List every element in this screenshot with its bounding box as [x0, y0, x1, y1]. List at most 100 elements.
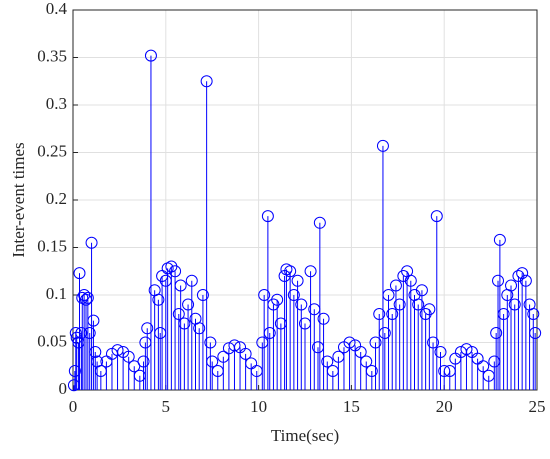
stem	[354, 346, 367, 390]
stem-marker	[423, 303, 436, 316]
stem	[321, 355, 334, 390]
stem	[430, 210, 443, 390]
stem	[343, 336, 356, 390]
stem	[206, 355, 219, 390]
stem-marker	[81, 291, 94, 304]
stem	[250, 365, 263, 390]
stem	[87, 314, 100, 390]
stem-marker	[287, 289, 300, 301]
stem	[185, 274, 198, 390]
stem	[211, 365, 224, 390]
stem-marker	[376, 139, 389, 152]
stem-marker	[365, 365, 378, 377]
stem	[144, 49, 157, 390]
y-tick-label: 0	[59, 379, 68, 398]
stem	[427, 336, 440, 390]
stem-marker	[89, 346, 102, 358]
y-axis-label: Inter-event times	[9, 142, 28, 257]
stem-marker	[204, 336, 217, 349]
stem	[128, 360, 141, 390]
stem-marker	[415, 284, 428, 297]
stem	[497, 308, 510, 390]
stem-marker	[200, 75, 213, 88]
stem-marker	[354, 346, 367, 358]
stem-marker	[206, 355, 219, 368]
stem	[508, 298, 521, 390]
stem	[258, 289, 271, 390]
stem-marker	[321, 355, 334, 368]
stem-marker	[427, 336, 440, 349]
stem	[460, 343, 473, 390]
stem-marker	[111, 344, 124, 357]
stem-marker	[505, 279, 518, 292]
stem-marker	[73, 267, 86, 280]
stem	[382, 289, 395, 390]
stem-marker	[492, 274, 505, 287]
stem-marker	[404, 274, 417, 287]
y-tick-label: 0.4	[46, 0, 68, 18]
stem	[393, 298, 406, 390]
stem-marker	[122, 350, 135, 363]
stem	[378, 327, 391, 390]
stem	[519, 274, 532, 390]
stem	[337, 341, 350, 390]
stem	[423, 303, 436, 390]
stem	[482, 369, 495, 390]
stem	[477, 360, 490, 390]
stem-marker	[295, 298, 308, 311]
stem	[169, 265, 182, 390]
stem	[291, 274, 304, 390]
stem-marker	[185, 274, 198, 287]
stem	[415, 284, 428, 390]
stem-marker	[343, 336, 356, 349]
stem-marker	[382, 289, 395, 301]
stem	[527, 308, 540, 390]
stem-marker	[393, 298, 406, 311]
stem-marker	[196, 289, 209, 301]
stem-marker	[174, 279, 187, 292]
stem-marker	[508, 298, 521, 311]
stem	[239, 347, 252, 390]
x-tick-label: 20	[436, 397, 453, 416]
stem-marker	[144, 49, 157, 62]
stem	[228, 339, 241, 390]
stem	[81, 291, 94, 390]
stem-marker	[493, 233, 506, 246]
stem-marker	[360, 355, 373, 368]
stem-marker	[460, 343, 473, 356]
stem	[137, 355, 150, 390]
stem-marker	[490, 327, 503, 339]
stem-marker	[284, 265, 297, 278]
stem	[141, 322, 154, 390]
stem	[117, 346, 130, 390]
stem	[111, 344, 124, 390]
y-tick-label: 0.2	[46, 189, 67, 208]
stem	[182, 298, 195, 390]
stem	[139, 336, 152, 390]
stem	[373, 308, 386, 390]
stem	[152, 293, 165, 390]
x-axis-label: Time(sec)	[271, 426, 339, 445]
x-tick-label: 25	[529, 397, 546, 416]
x-tick-label: 15	[343, 397, 360, 416]
x-tick-label: 0	[69, 397, 78, 416]
stem-marker	[87, 314, 100, 327]
stem	[376, 139, 389, 390]
stem	[386, 308, 399, 390]
stem	[369, 336, 382, 390]
stem	[493, 233, 506, 390]
stem-marker	[85, 236, 98, 249]
stem-marker	[497, 308, 510, 320]
stem-marker	[239, 347, 252, 360]
stem	[105, 347, 118, 390]
stem	[217, 350, 230, 390]
stem-marker	[83, 327, 96, 339]
stem-marker	[412, 298, 425, 311]
stem-marker	[128, 360, 141, 373]
stem	[360, 355, 373, 390]
y-tick-label: 0.05	[37, 331, 67, 350]
y-tick-label: 0.25	[37, 141, 67, 160]
stem	[122, 350, 135, 390]
stem-marker	[68, 365, 81, 377]
stem	[365, 365, 378, 390]
